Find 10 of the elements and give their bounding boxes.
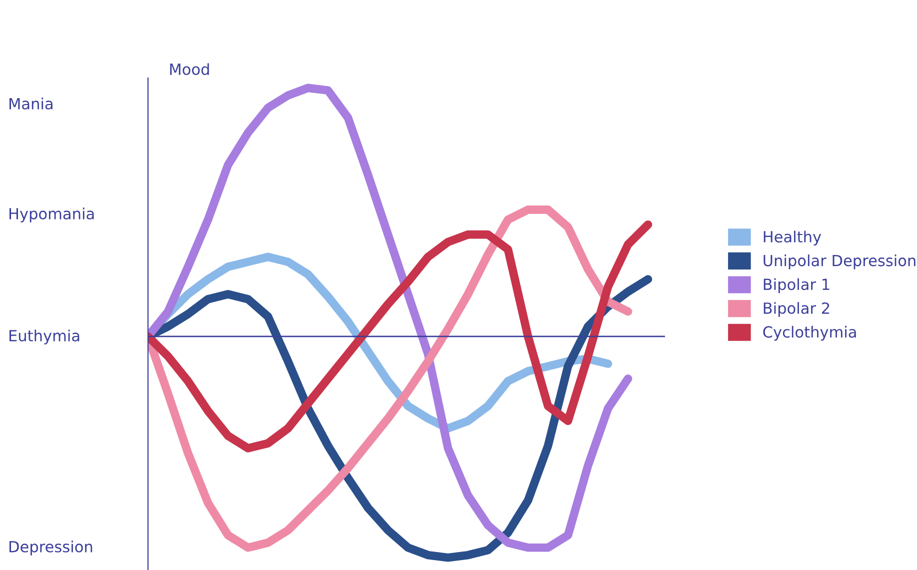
- y-axis-title: Mood: [170, 63, 209, 76]
- legend-label: Healthy: [764, 230, 822, 246]
- text: Euthymia: [10, 330, 80, 344]
- text: Hypomania: [10, 208, 94, 222]
- text: Mania: [10, 98, 52, 110]
- legend-label: Bipolar 1: [764, 278, 830, 294]
- legend-label: Cyclothymia: [763, 326, 856, 341]
- legend-label: Unipolar Depression: [764, 254, 916, 270]
- text: Depression: [10, 540, 92, 556]
- legend-label: Bipolar 2: [764, 302, 830, 317]
